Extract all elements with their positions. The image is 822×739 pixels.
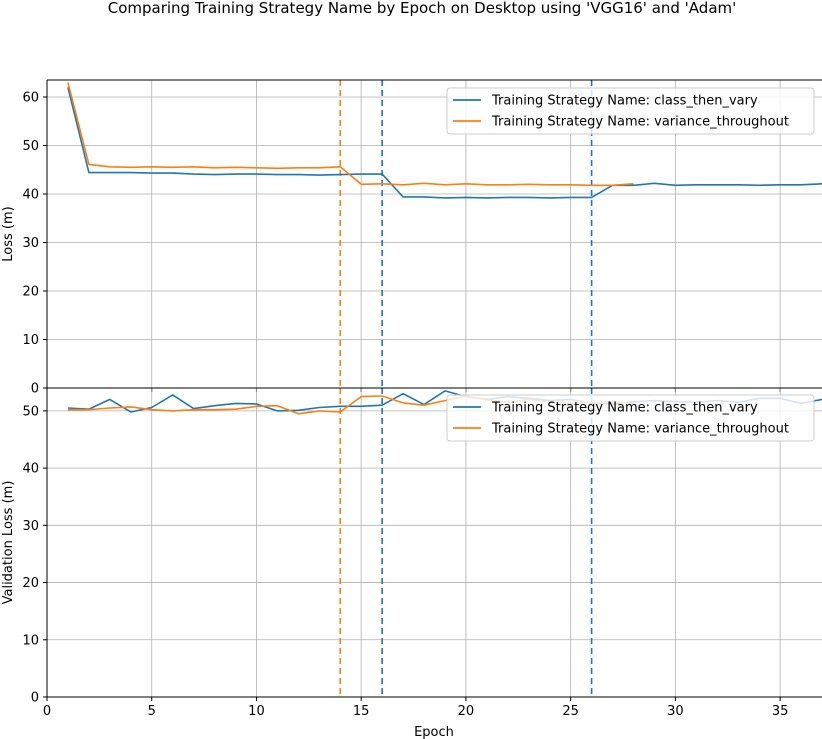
x-tick-label: 25 [562, 704, 579, 719]
x-tick-label: 20 [458, 704, 475, 719]
y-tick-label: 30 [22, 236, 39, 251]
legend-label: Training Strategy Name: class_then_vary [491, 94, 758, 109]
chart-title: Comparing Training Strategy Name by Epoc… [108, 0, 737, 17]
y-axis-label: Loss (m) [1, 206, 16, 261]
y-tick-label: 20 [22, 284, 39, 299]
legend: Training Strategy Name: class_then_vary T… [446, 87, 815, 135]
y-tick-label: 30 [22, 519, 39, 534]
legend-label: Training Strategy Name: variance_through… [491, 115, 789, 130]
y-tick-label: 20 [22, 576, 39, 591]
validation-loss-panel: 0 10 20 30 40 50 0 5 10 15 20 25 30 35 Validation Loss… [1, 387, 822, 719]
y-tick-label: 10 [22, 333, 39, 348]
x-tick-label: 35 [772, 704, 789, 719]
x-tick-label: 5 [148, 704, 156, 719]
y-tick-label: 10 [22, 633, 39, 648]
legend-label: Training Strategy Name: class_then_vary [491, 401, 758, 416]
x-axis-label: Epoch [414, 725, 454, 739]
y-tick-label: 40 [22, 187, 39, 202]
x-tick-label: 30 [667, 704, 684, 719]
legend-label: Training Strategy Name: variance_through… [491, 422, 789, 437]
y-tick-label: 50 [22, 139, 39, 154]
x-tick-label: 15 [353, 704, 370, 719]
y-tick-label: 0 [31, 691, 39, 706]
y-tick-label: 40 [22, 462, 39, 477]
y-tick-label: 0 [31, 382, 39, 397]
y-axis-label: Validation Loss (m) [1, 481, 16, 605]
legend-box [446, 87, 815, 135]
x-tick-label: 0 [43, 704, 51, 719]
y-tick-label: 60 [22, 90, 39, 105]
legend: Training Strategy Name: class_then_vary T… [446, 394, 815, 442]
series-line-variance-throughout [67, 82, 634, 187]
series-line-class-then-vary [67, 87, 822, 199]
x-tick-label: 10 [248, 704, 265, 719]
loss-panel: 0 10 20 30 40 50 60 Loss (m) Training Strategy N… [1, 79, 822, 397]
legend-box [446, 394, 815, 442]
y-tick-label: 50 [22, 404, 39, 419]
